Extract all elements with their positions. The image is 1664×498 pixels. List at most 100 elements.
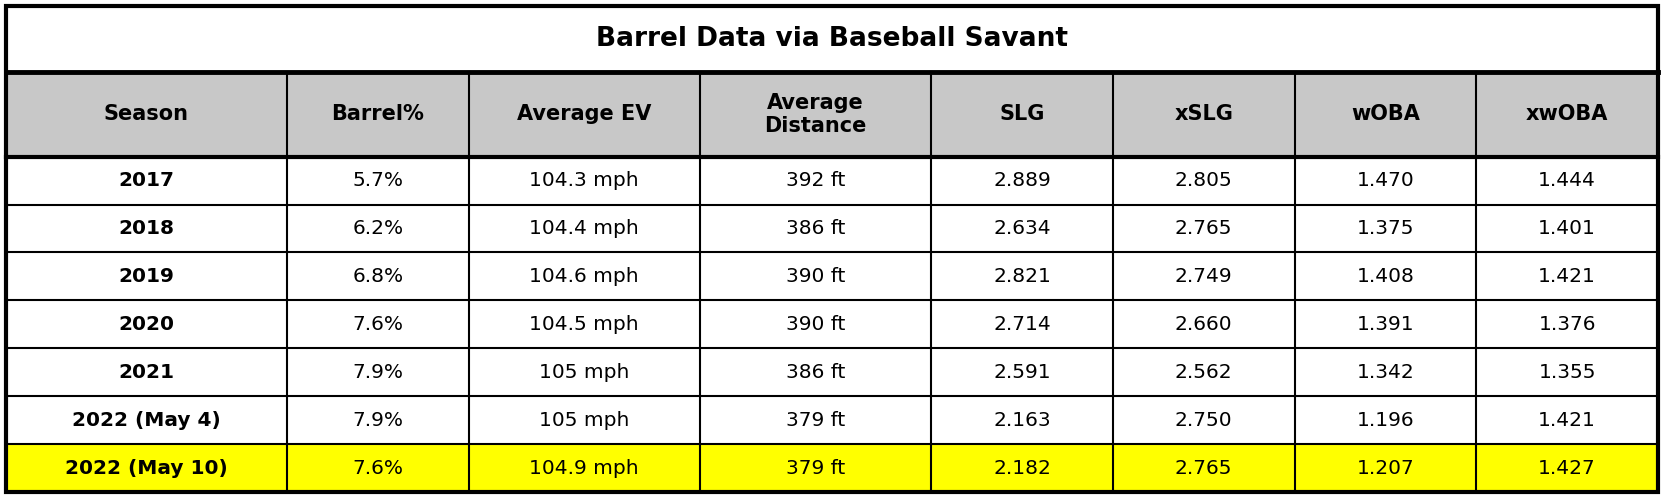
Bar [286, 157, 469, 205]
Bar [932, 348, 1113, 396]
Bar [286, 348, 469, 396]
Text: 7.9%: 7.9% [353, 363, 403, 382]
Text: 2.634: 2.634 [993, 219, 1050, 238]
Text: 7.9%: 7.9% [353, 411, 403, 430]
Bar [1295, 396, 1476, 444]
Bar [7, 6, 1657, 72]
Bar [469, 205, 701, 252]
Text: 2017: 2017 [118, 171, 175, 190]
Bar [469, 300, 701, 348]
Text: 104.6 mph: 104.6 mph [529, 267, 639, 286]
Bar [932, 444, 1113, 492]
Bar [701, 205, 932, 252]
Text: SLG: SLG [1000, 104, 1045, 124]
Text: 1.421: 1.421 [1538, 267, 1596, 286]
Bar [469, 252, 701, 300]
Text: 1.470: 1.470 [1356, 171, 1414, 190]
Text: 1.421: 1.421 [1538, 411, 1596, 430]
Bar [701, 348, 932, 396]
Bar [7, 72, 286, 157]
Text: 2022 (May 4): 2022 (May 4) [72, 411, 221, 430]
Text: 6.8%: 6.8% [353, 267, 403, 286]
Bar [932, 252, 1113, 300]
Bar [932, 205, 1113, 252]
Bar [7, 205, 286, 252]
Bar [1295, 348, 1476, 396]
Bar [1113, 444, 1295, 492]
Bar [286, 252, 469, 300]
Bar [1113, 396, 1295, 444]
Bar [286, 300, 469, 348]
Text: 5.7%: 5.7% [353, 171, 403, 190]
Text: 2.821: 2.821 [993, 267, 1052, 286]
Text: 379 ft: 379 ft [785, 459, 845, 478]
Bar [932, 396, 1113, 444]
Text: Average EV: Average EV [518, 104, 651, 124]
Bar [1295, 157, 1476, 205]
Text: 390 ft: 390 ft [785, 315, 845, 334]
Text: 1.408: 1.408 [1356, 267, 1414, 286]
Bar [1113, 300, 1295, 348]
Text: 1.444: 1.444 [1538, 171, 1596, 190]
Text: 379 ft: 379 ft [785, 411, 845, 430]
Bar [286, 205, 469, 252]
Bar [701, 300, 932, 348]
Text: 2.889: 2.889 [993, 171, 1052, 190]
Text: 2.591: 2.591 [993, 363, 1050, 382]
Text: 1.355: 1.355 [1539, 363, 1596, 382]
Text: 2.562: 2.562 [1175, 363, 1233, 382]
Bar [1476, 396, 1657, 444]
Text: 386 ft: 386 ft [785, 363, 845, 382]
Bar [1113, 72, 1295, 157]
Bar [701, 396, 932, 444]
Text: 2019: 2019 [118, 267, 175, 286]
Bar [1113, 348, 1295, 396]
Bar [701, 157, 932, 205]
Text: 1.342: 1.342 [1356, 363, 1414, 382]
Text: 1.207: 1.207 [1356, 459, 1414, 478]
Bar [1295, 205, 1476, 252]
Text: 1.196: 1.196 [1356, 411, 1414, 430]
Text: 104.5 mph: 104.5 mph [529, 315, 639, 334]
Bar [1476, 348, 1657, 396]
Bar [7, 444, 286, 492]
Bar [286, 444, 469, 492]
Text: 105 mph: 105 mph [539, 363, 629, 382]
Text: Average
Distance: Average Distance [764, 93, 867, 136]
Bar [286, 72, 469, 157]
Bar [932, 72, 1113, 157]
Bar [932, 157, 1113, 205]
Text: Barrel Data via Baseball Savant: Barrel Data via Baseball Savant [596, 26, 1068, 52]
Bar [7, 252, 286, 300]
Text: 2.749: 2.749 [1175, 267, 1233, 286]
Bar [1113, 157, 1295, 205]
Text: 1.401: 1.401 [1538, 219, 1596, 238]
Text: xwOBA: xwOBA [1526, 104, 1609, 124]
Text: 2.765: 2.765 [1175, 219, 1233, 238]
Bar [7, 157, 286, 205]
Text: 7.6%: 7.6% [353, 459, 403, 478]
Bar [701, 444, 932, 492]
Bar [1295, 72, 1476, 157]
Bar [469, 348, 701, 396]
Text: 392 ft: 392 ft [785, 171, 845, 190]
Text: 390 ft: 390 ft [785, 267, 845, 286]
Text: 1.375: 1.375 [1356, 219, 1414, 238]
Bar [1113, 205, 1295, 252]
Bar [1295, 300, 1476, 348]
Text: 7.6%: 7.6% [353, 315, 403, 334]
Text: 104.4 mph: 104.4 mph [529, 219, 639, 238]
Bar [701, 72, 932, 157]
Text: 2.714: 2.714 [993, 315, 1052, 334]
Text: 2.182: 2.182 [993, 459, 1052, 478]
Bar [1476, 444, 1657, 492]
Text: 2020: 2020 [118, 315, 175, 334]
Text: 2022 (May 10): 2022 (May 10) [65, 459, 228, 478]
Text: 104.9 mph: 104.9 mph [529, 459, 639, 478]
Bar [1476, 300, 1657, 348]
Text: 2021: 2021 [118, 363, 175, 382]
Text: 2.765: 2.765 [1175, 459, 1233, 478]
Text: 1.376: 1.376 [1539, 315, 1596, 334]
Bar [1476, 205, 1657, 252]
Bar [1295, 444, 1476, 492]
